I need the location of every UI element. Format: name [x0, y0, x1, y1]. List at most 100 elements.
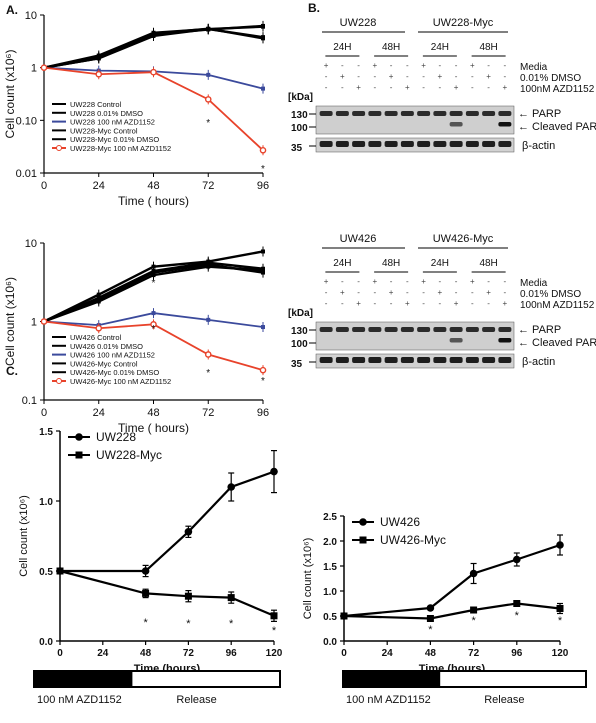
treatment-sign: +	[389, 72, 394, 81]
data-point-circle	[184, 528, 193, 536]
y-tick-label: 0.5	[39, 567, 53, 578]
legend-label: UW426 Control	[70, 333, 122, 342]
x-tick-label: 96	[257, 407, 269, 419]
treatment-sign: -	[471, 299, 474, 308]
x-tick-label: 72	[468, 648, 480, 659]
data-point-circle	[556, 541, 564, 549]
actin-band	[368, 141, 382, 147]
data-point-square	[227, 594, 235, 602]
treatment-sign: -	[422, 72, 425, 81]
y-axis-label: Cell count (x10⁶)	[302, 538, 314, 620]
legend-marker	[56, 378, 62, 384]
treatment-sign: +	[438, 72, 443, 81]
treatment-sign: +	[373, 61, 378, 70]
actin-band	[449, 357, 463, 363]
parp-band	[449, 111, 463, 116]
parp-band	[482, 111, 496, 116]
cell-line-label: UW426-Myc	[433, 233, 494, 245]
timepoint-label: 48H	[382, 258, 400, 269]
actin-band	[400, 357, 414, 363]
data-point-circle	[270, 467, 278, 476]
significance-star: *	[261, 376, 265, 387]
treatment-sign: -	[439, 61, 442, 70]
parp-band	[417, 327, 431, 332]
data-point	[259, 366, 267, 374]
legend-label: UW228	[96, 430, 136, 444]
legend-label: UW228-Myc 0.01% DMSO	[70, 135, 159, 144]
legend-label: UW426-Myc Control	[70, 359, 138, 368]
treatment-sign: -	[341, 83, 344, 92]
treatment-sign: -	[422, 83, 425, 92]
data-point-square	[470, 606, 478, 614]
parp-band	[352, 327, 366, 332]
significance-star: *	[428, 624, 433, 636]
legend-marker	[56, 145, 62, 151]
treatment-sign: +	[405, 83, 410, 92]
treatment-sign: +	[389, 288, 394, 297]
treatment-sign: -	[325, 288, 328, 297]
treatment-sign: +	[470, 61, 475, 70]
treatment-label: Media	[520, 278, 548, 289]
data-point	[40, 318, 48, 325]
treatment-sign: -	[357, 277, 360, 286]
legend-label: UW426 0.01% DMSO	[70, 342, 143, 351]
treatment-sign: -	[325, 299, 328, 308]
x-tick-label: 48	[425, 648, 437, 659]
data-point-circle	[141, 567, 150, 575]
treatment-sign: -	[439, 83, 442, 92]
treatment-sign: +	[324, 61, 329, 70]
cleaved-parp-band	[449, 338, 463, 343]
treatment-sign: -	[406, 288, 409, 297]
treatment-sign: +	[421, 277, 426, 286]
treatment-sign: -	[455, 288, 458, 297]
treatment-sign: +	[470, 277, 475, 286]
parp-band	[384, 111, 398, 116]
parp-band	[498, 111, 512, 116]
data-point	[96, 54, 101, 59]
treatment-label: 0.01% DMSO	[520, 73, 581, 84]
significance-star: *	[558, 615, 563, 627]
actin-band	[400, 141, 414, 147]
panel-label-b: B.	[308, 1, 320, 15]
x-axis-label: Time ( hours)	[118, 194, 189, 208]
treatment-sign: -	[422, 288, 425, 297]
x-tick-label: 0	[41, 407, 47, 419]
y-axis-label: Cell count (x10⁶)	[18, 495, 30, 577]
band-label-actin: β-actin	[522, 140, 555, 152]
actin-band	[319, 141, 333, 147]
parp-band	[335, 327, 349, 332]
treatment-sign: -	[439, 299, 442, 308]
data-point-square	[56, 567, 64, 575]
data-point-square	[426, 615, 434, 622]
panel-label-c: C.	[6, 364, 18, 378]
legend-label: UW228 100 nM AZD1152	[70, 118, 155, 127]
significance-star: *	[272, 625, 277, 637]
parp-band	[449, 327, 463, 332]
x-tick-label: 72	[183, 648, 195, 659]
treatment-sign: -	[325, 72, 328, 81]
data-point-square	[184, 592, 192, 600]
x-tick-label: 24	[93, 407, 105, 419]
x-tick-label: 96	[257, 180, 269, 192]
treatment-sign: -	[504, 288, 507, 297]
treatment-sign: +	[340, 288, 345, 297]
data-point	[259, 146, 267, 154]
actin-band	[335, 357, 349, 363]
treatment-sign: +	[356, 299, 361, 308]
x-tick-label: 120	[266, 648, 283, 659]
data-point	[261, 249, 265, 254]
y-tick-label: 0.5	[323, 612, 337, 623]
data-point	[261, 268, 265, 273]
actin-band	[465, 357, 479, 363]
x-tick-label: 24	[97, 648, 109, 659]
significance-star: *	[152, 324, 156, 335]
treatment-label: 100nM AZD1152	[520, 300, 595, 311]
actin-band	[384, 141, 398, 147]
parp-membrane	[315, 321, 515, 351]
timepoint-label: 48H	[479, 42, 497, 53]
cleaved-parp-band	[498, 338, 512, 343]
treatment-sign: -	[390, 61, 393, 70]
parp-band	[417, 111, 431, 116]
timepoint-label: 24H	[333, 42, 351, 53]
